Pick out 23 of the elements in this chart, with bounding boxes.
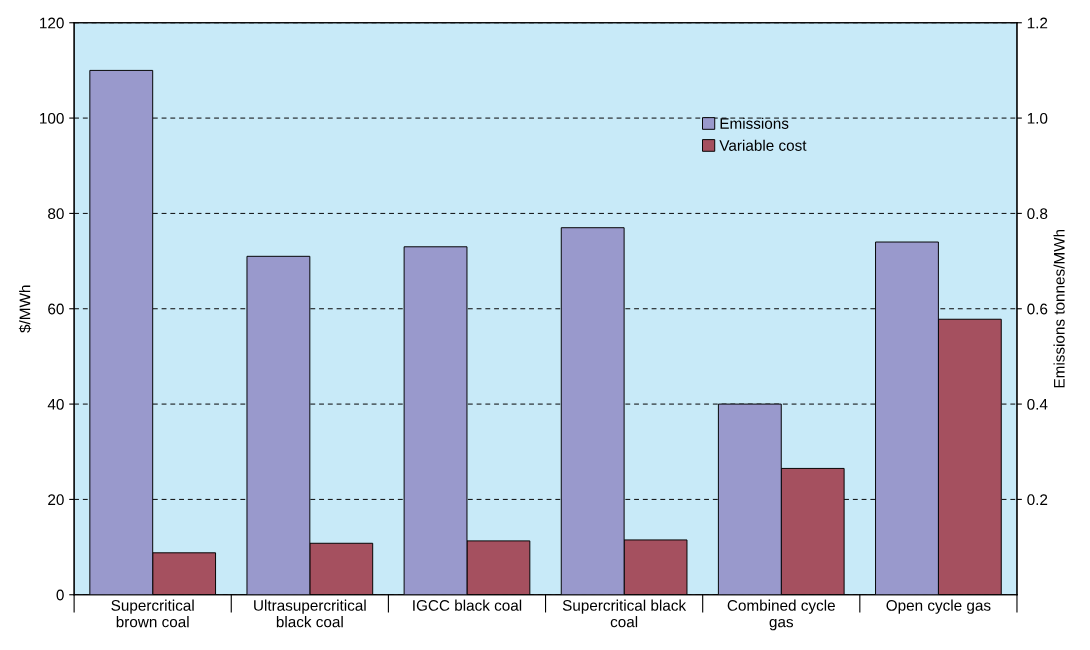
x-tick-label: IGCC black coal	[413, 599, 522, 611]
y-tick-label: 20	[48, 494, 64, 506]
x-tick-label: Supercritical black coal	[562, 599, 687, 628]
legend-label: Emissions	[720, 117, 789, 129]
x-tick-label: Open cycle gas	[886, 599, 991, 614]
y-tick-label: 100	[40, 112, 64, 124]
y-tick-label: 60	[48, 303, 64, 315]
y-tick-label: 80	[48, 208, 64, 220]
y2-tick-label: 0.4	[1027, 398, 1048, 410]
legend-label: Variable cost	[719, 139, 807, 151]
y-tick-label: 0	[56, 589, 64, 601]
x-tick-label: Ultrasupercritical black coal	[254, 599, 366, 628]
y-tick-label: 40	[47, 398, 64, 410]
x-tick-label: Combined cycle gas	[727, 599, 835, 631]
y2-tick-label: 1.2	[1027, 17, 1048, 29]
y2-tick-label: 0.2	[1027, 494, 1048, 506]
y2-tick-label: 0.6	[1027, 303, 1048, 315]
y2-tick-label: 0.8	[1027, 208, 1048, 220]
y-tick-label: 120	[40, 17, 64, 29]
y-axis-title: $/MWh	[18, 285, 32, 333]
y2-tick-label: 1.0	[1027, 112, 1048, 124]
y2-axis-title: Emissions tonnes/MWh	[1053, 229, 1065, 388]
x-tick-label: Supercritical brown coal	[111, 599, 194, 628]
